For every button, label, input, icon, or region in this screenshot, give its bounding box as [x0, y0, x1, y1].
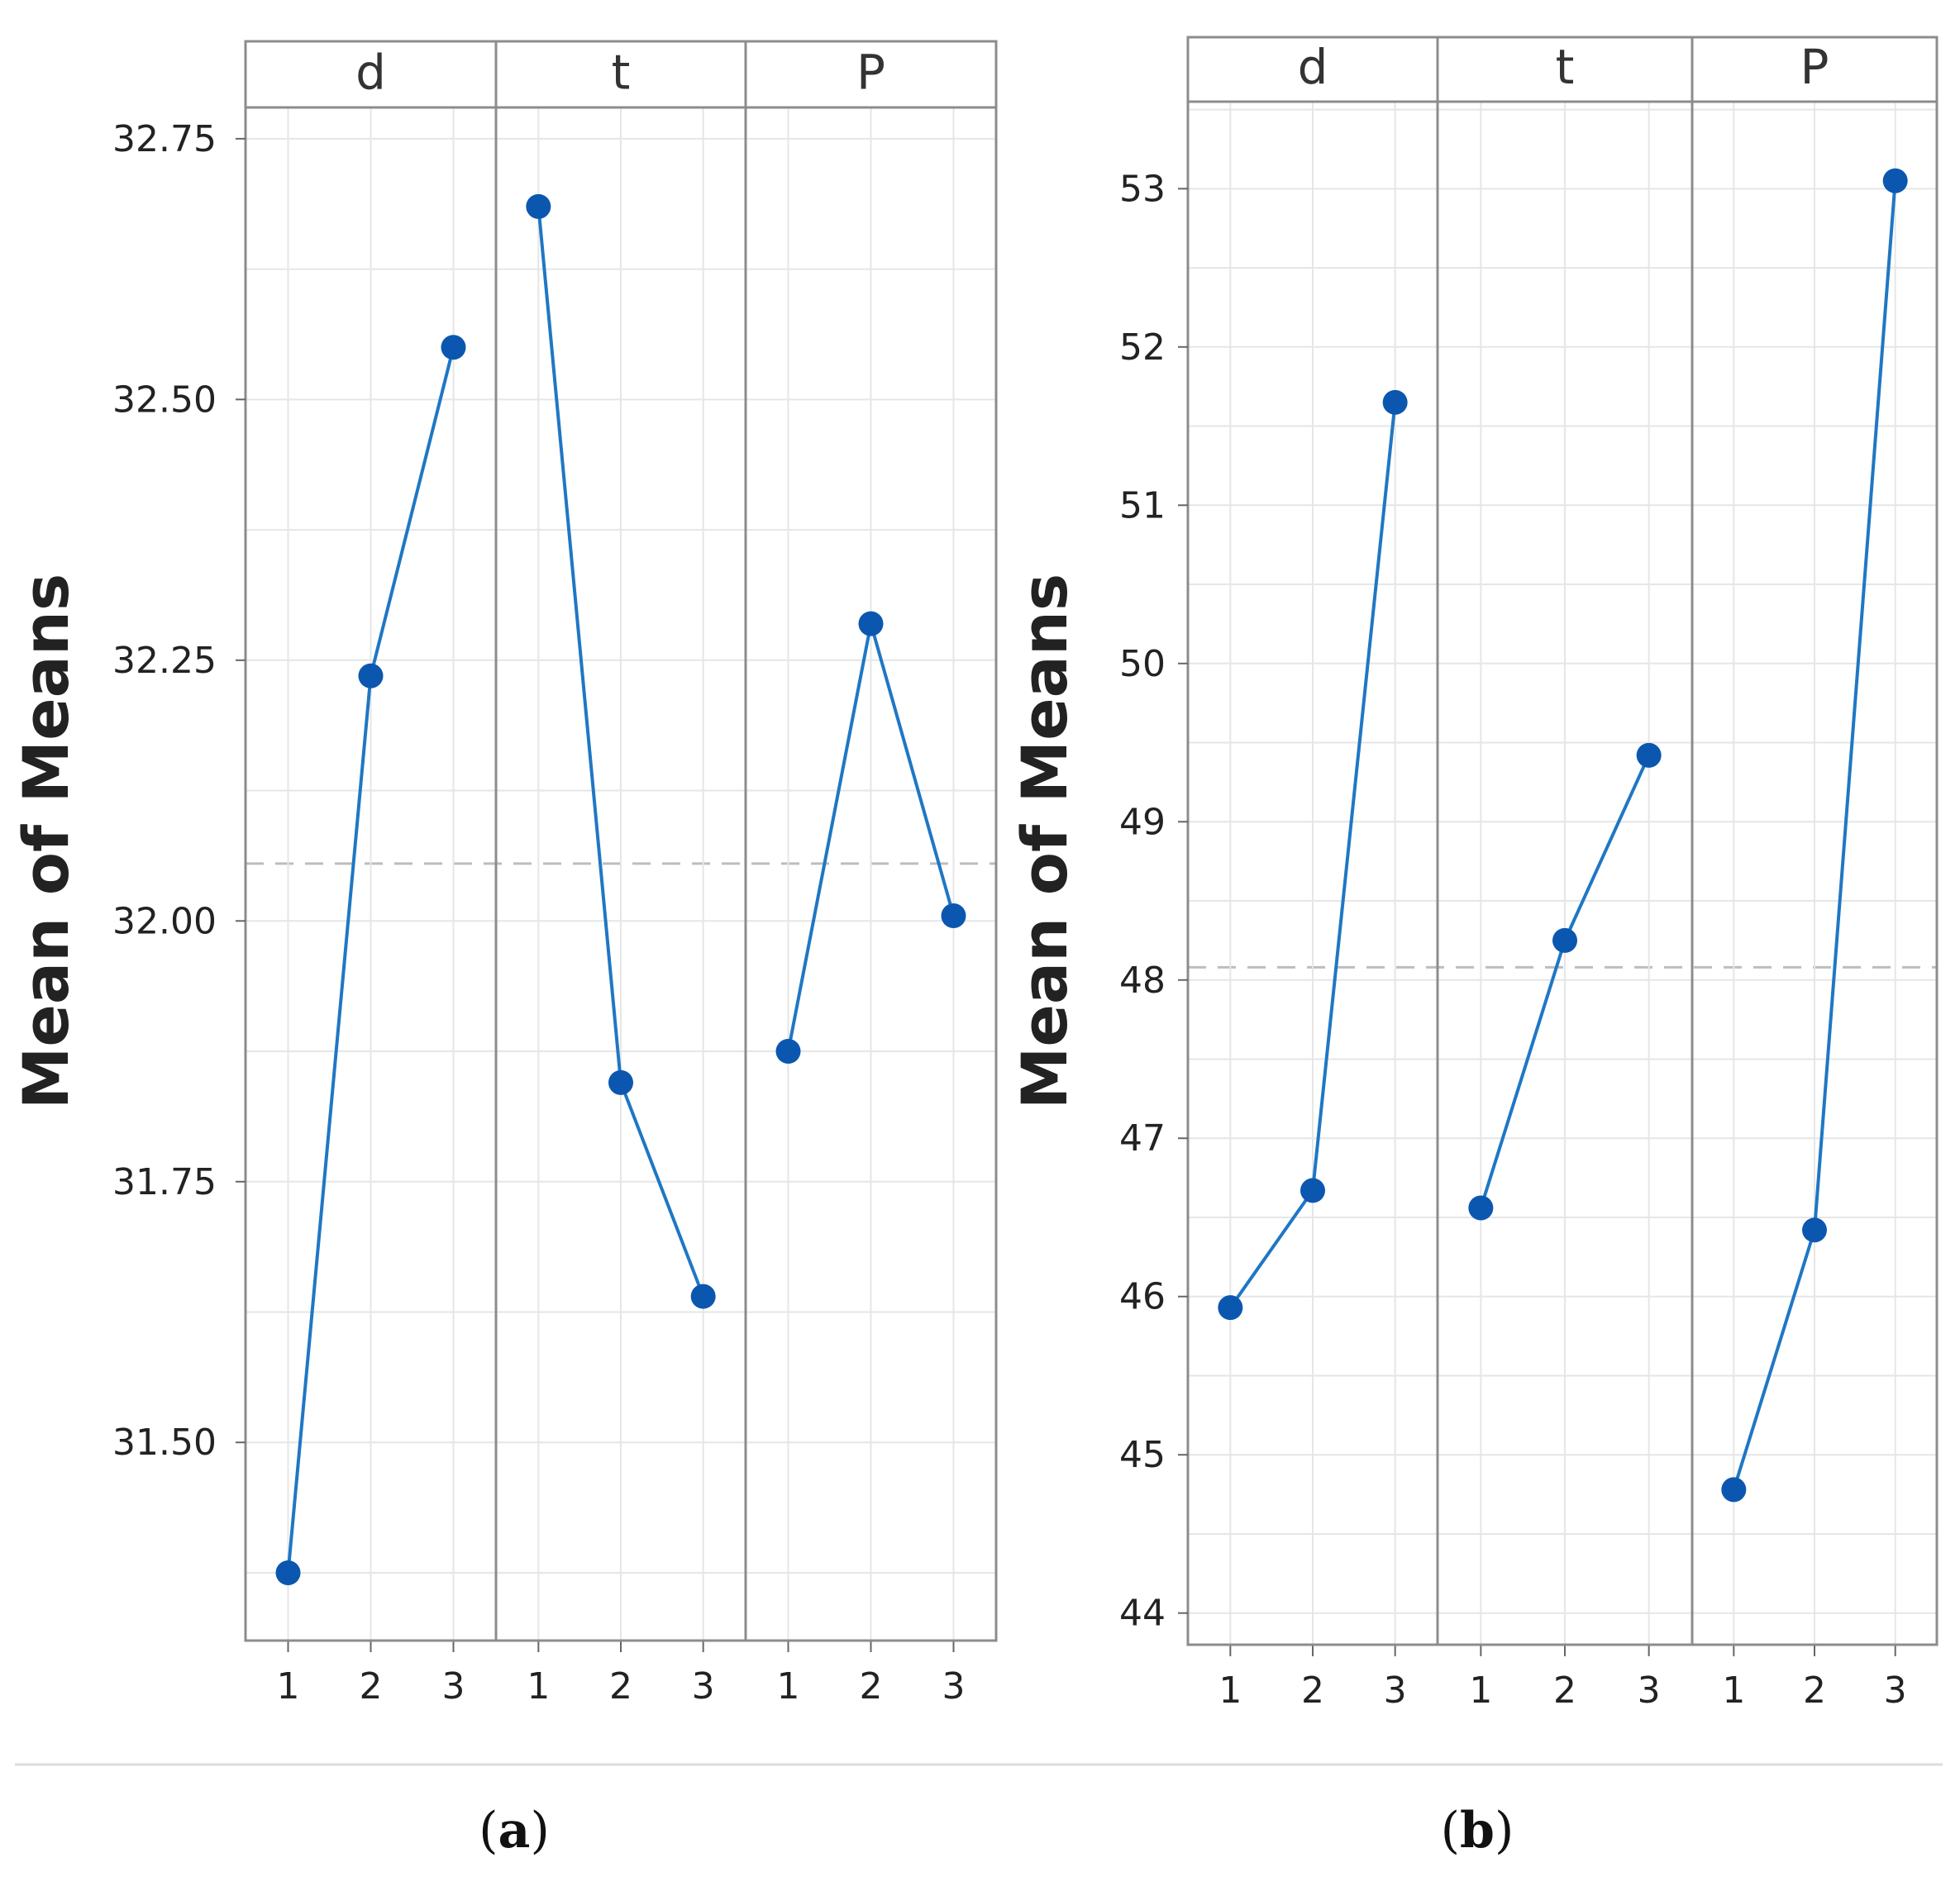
- data-point-P-3: [941, 903, 966, 928]
- x-tick-label: 2: [1301, 1670, 1324, 1712]
- data-point-d-1: [1218, 1295, 1243, 1321]
- x-tick-label: 3: [692, 1665, 715, 1708]
- data-point-d-3: [441, 335, 466, 360]
- data-point-P-2: [858, 611, 884, 636]
- y-axis-label: Mean of Means: [1008, 574, 1081, 1110]
- y-tick-label: 51: [1119, 484, 1166, 526]
- panel-caption-b: (b): [1441, 1802, 1514, 1860]
- y-tick-label: 31.50: [112, 1422, 217, 1464]
- facet-strip-t: [494, 40, 747, 109]
- y-tick-label: 47: [1119, 1117, 1166, 1160]
- x-tick-label: 2: [609, 1665, 632, 1708]
- x-tick-label: 2: [860, 1665, 883, 1708]
- x-tick-label: 1: [1469, 1670, 1492, 1712]
- data-point-t-3: [690, 1284, 716, 1309]
- x-tick-label: 3: [441, 1665, 465, 1708]
- y-tick-label: 32.75: [112, 118, 217, 160]
- facet-label-t: t: [1556, 39, 1575, 95]
- y-tick-label: 48: [1119, 960, 1166, 1002]
- y-tick-label: 52: [1119, 326, 1166, 369]
- y-tick-label: 32.50: [112, 379, 217, 421]
- facet-label-P: P: [856, 45, 885, 101]
- plot-area-border: [1186, 100, 1939, 1646]
- x-tick-label: 1: [277, 1665, 300, 1708]
- x-tick-label: 1: [1722, 1670, 1745, 1712]
- x-tick-label: 2: [1553, 1670, 1576, 1712]
- data-point-P-2: [1802, 1217, 1827, 1243]
- data-point-d-2: [358, 663, 384, 688]
- panel-caption-b-letter: b: [1460, 1802, 1495, 1860]
- facet-label-t: t: [612, 45, 631, 101]
- panel-caption-a: (a): [479, 1802, 550, 1860]
- x-tick-label: 3: [1884, 1670, 1907, 1712]
- facet-label-P: P: [1800, 39, 1829, 95]
- x-tick-label: 3: [942, 1665, 965, 1708]
- facet-label-d: d: [355, 45, 386, 101]
- data-point-d-3: [1382, 389, 1408, 415]
- data-point-t-2: [1552, 927, 1577, 953]
- data-point-d-2: [1300, 1178, 1325, 1203]
- facet-label-d: d: [1298, 39, 1328, 95]
- x-tick-label: 1: [1218, 1670, 1242, 1712]
- data-point-P-1: [1721, 1477, 1747, 1503]
- chart-panel-b: d 1 2 3 t 1 2 3 P 1 2 3 44 45 46 47 48 49 50 51 52 53 Mean of …: [1008, 36, 1939, 1712]
- y-tick-label: 32.25: [112, 640, 217, 682]
- x-tick-label: 3: [1638, 1670, 1661, 1712]
- data-point-t-1: [526, 193, 551, 219]
- y-tick-label: 31.75: [112, 1161, 217, 1203]
- x-tick-label: 1: [777, 1665, 800, 1708]
- data-point-P-1: [775, 1039, 801, 1065]
- data-point-t-1: [1468, 1195, 1494, 1221]
- chart-panel-a: d 1 2 3 t 1 2 3 P 1 2 3 31.50 31.75 32.00 32.25 32.50 32.…: [9, 40, 998, 1708]
- y-axis-label: Mean of Means: [9, 574, 83, 1110]
- x-tick-label: 3: [1384, 1670, 1407, 1712]
- data-point-t-2: [608, 1069, 633, 1095]
- y-tick-label: 44: [1119, 1593, 1166, 1635]
- y-tick-label: 45: [1119, 1434, 1166, 1476]
- y-tick-label: 49: [1119, 801, 1166, 843]
- plot-area-border: [244, 106, 998, 1642]
- y-tick-label: 53: [1119, 168, 1166, 210]
- y-tick-label: 50: [1119, 643, 1166, 685]
- x-tick-label: 1: [527, 1665, 550, 1708]
- panel-caption-a-letter: a: [498, 1802, 531, 1860]
- data-point-d-1: [275, 1560, 301, 1585]
- data-point-t-3: [1636, 742, 1662, 768]
- facet-strip-P: [744, 40, 998, 109]
- y-tick-label: 32.00: [112, 900, 217, 942]
- x-tick-label: 2: [360, 1665, 383, 1708]
- data-point-P-3: [1882, 168, 1908, 193]
- y-tick-label: 46: [1119, 1276, 1166, 1318]
- x-tick-label: 2: [1803, 1670, 1826, 1712]
- facet-strip-P: [1691, 36, 1939, 103]
